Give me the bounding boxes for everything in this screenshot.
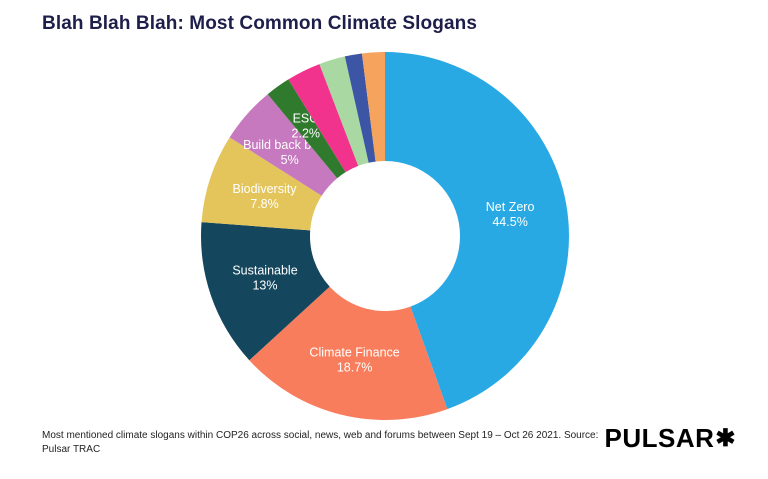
slice-sustainable xyxy=(200,222,330,361)
slice-net-zero xyxy=(385,52,569,410)
slice-climate-finance xyxy=(249,286,448,420)
slice-minor-8 xyxy=(344,53,376,163)
slice-biodiversity xyxy=(201,137,322,231)
source-footnote: Most mentioned climate slogans within CO… xyxy=(42,430,599,455)
slice-minor-7 xyxy=(319,56,369,166)
slice-label-climate-finance: Climate Finance 18.7% xyxy=(309,345,399,374)
slice-build-back-better xyxy=(229,94,338,196)
slice-label-net-zero: Net Zero 44.5% xyxy=(486,200,535,229)
pulsar-logo-asterisk-icon: ✱ xyxy=(715,424,736,452)
slice-label-sustainable: Sustainable 13% xyxy=(232,264,297,293)
pulsar-logo: PULSAR ✱ xyxy=(604,423,736,454)
slice-esg xyxy=(267,79,346,179)
chart-title: Blah Blah Blah: Most Common Climate Slog… xyxy=(42,13,478,34)
slice-minor-6 xyxy=(288,64,359,173)
slice-label-biodiversity: Biodiversity 7.8% xyxy=(233,182,298,211)
slice-minor-9 xyxy=(361,52,385,162)
pulsar-logo-text: PULSAR xyxy=(604,423,715,453)
